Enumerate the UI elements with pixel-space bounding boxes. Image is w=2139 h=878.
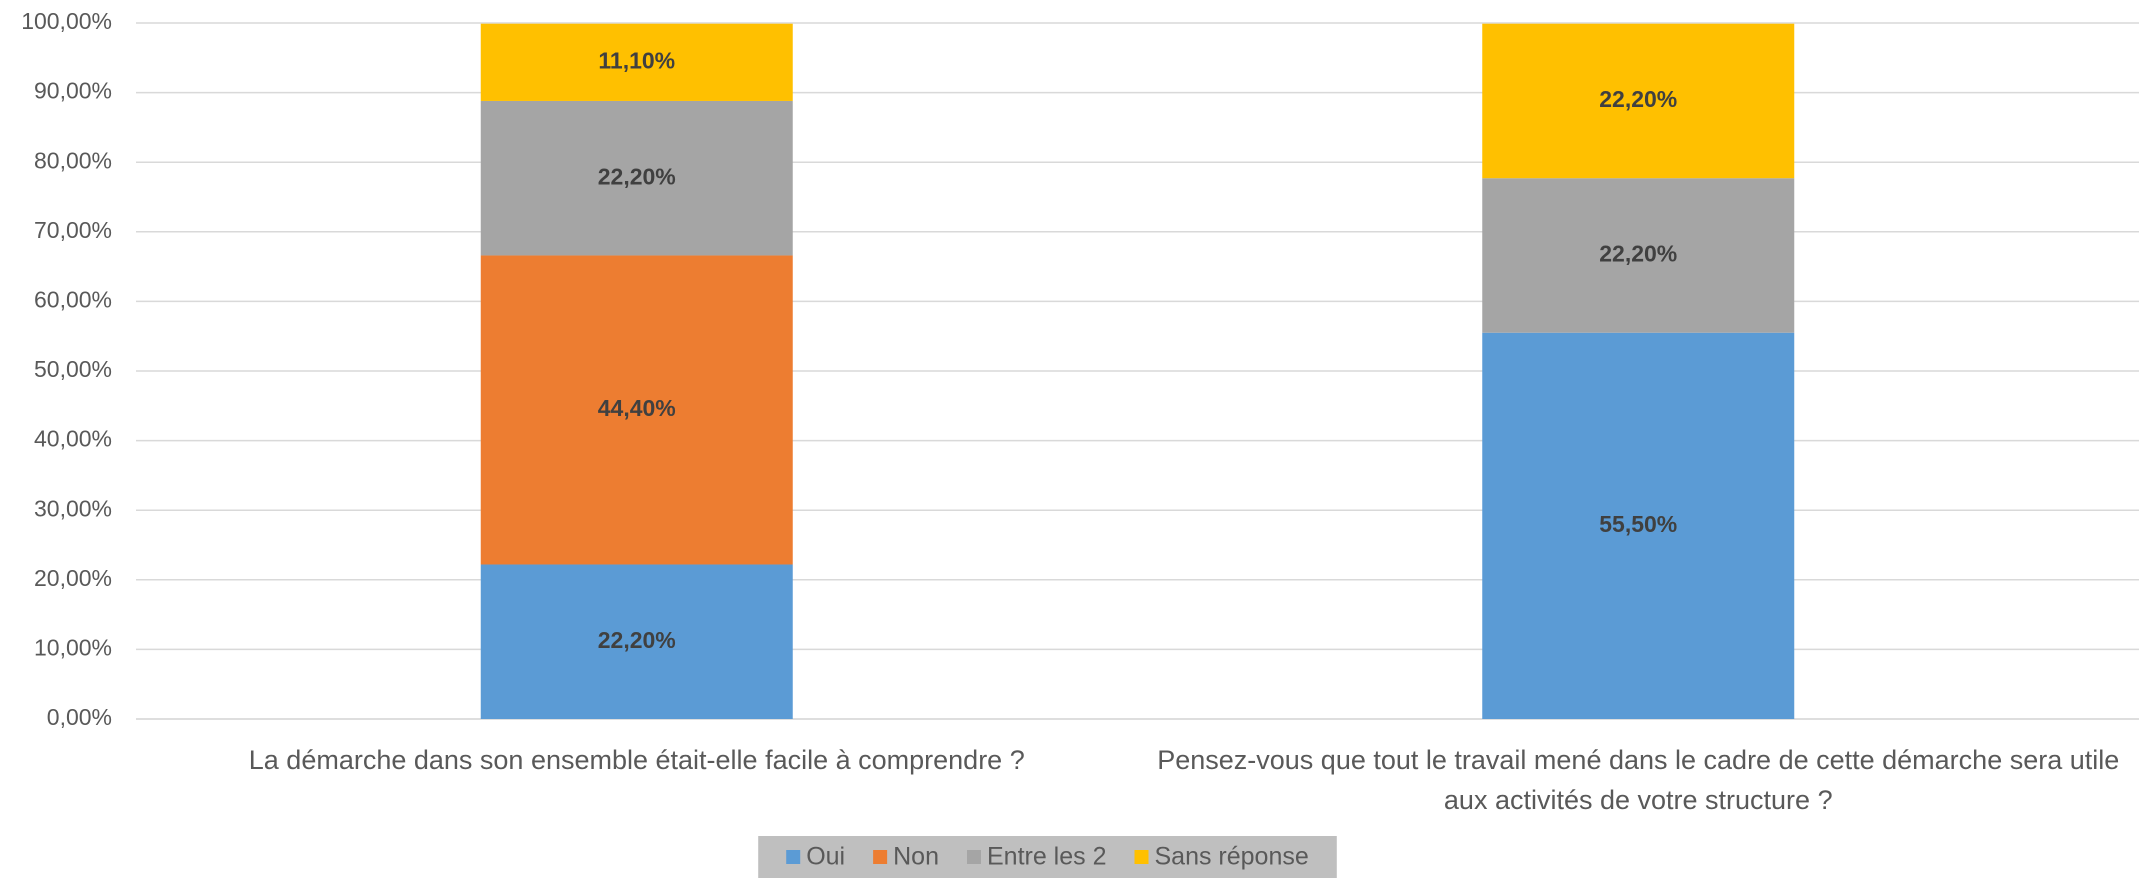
data-label: 44,40% (598, 395, 676, 421)
data-label: 22,20% (1599, 86, 1677, 112)
data-label: 22,20% (598, 627, 676, 653)
legend-label: Entre les 2 (987, 843, 1107, 871)
y-tick-label: 60,00% (34, 286, 112, 312)
y-tick-label: 80,00% (34, 147, 112, 173)
y-tick-label: 70,00% (34, 217, 112, 243)
bar-segment (1482, 332, 1795, 719)
y-tick-label: 90,00% (34, 78, 112, 104)
y-tick-label: 0,00% (47, 704, 112, 730)
legend-label: Oui (806, 843, 845, 871)
legend-box (758, 836, 1337, 878)
y-tick-label: 100,00% (21, 8, 112, 34)
bar-segment (1482, 23, 1795, 179)
legend-swatch (966, 850, 981, 864)
legend-label: Non (893, 843, 939, 871)
y-tick-label: 40,00% (34, 426, 112, 452)
bar-segment (480, 255, 793, 565)
y-tick-label: 30,00% (34, 495, 112, 521)
bar-segment (480, 23, 793, 101)
x-tick-label: Pensez-vous que tout le travail mené dan… (1157, 745, 2119, 815)
legend-swatch (873, 850, 888, 864)
legend-swatch (1134, 850, 1149, 864)
y-tick-label: 50,00% (34, 356, 112, 382)
data-label: 55,50% (1599, 511, 1677, 537)
data-label: 22,20% (598, 163, 676, 189)
bar-segment (480, 564, 793, 719)
data-label: 11,10% (598, 47, 675, 73)
y-tick-label: 10,00% (34, 634, 112, 660)
bar-segment (1482, 178, 1795, 333)
x-tick-label: La démarche dans son ensemble était-elle… (249, 745, 1025, 775)
y-tick-label: 20,00% (34, 565, 112, 591)
legend-label: Sans réponse (1155, 843, 1309, 871)
legend-swatch (786, 850, 801, 864)
bar-segment (480, 100, 793, 256)
data-label: 22,20% (1599, 241, 1677, 267)
